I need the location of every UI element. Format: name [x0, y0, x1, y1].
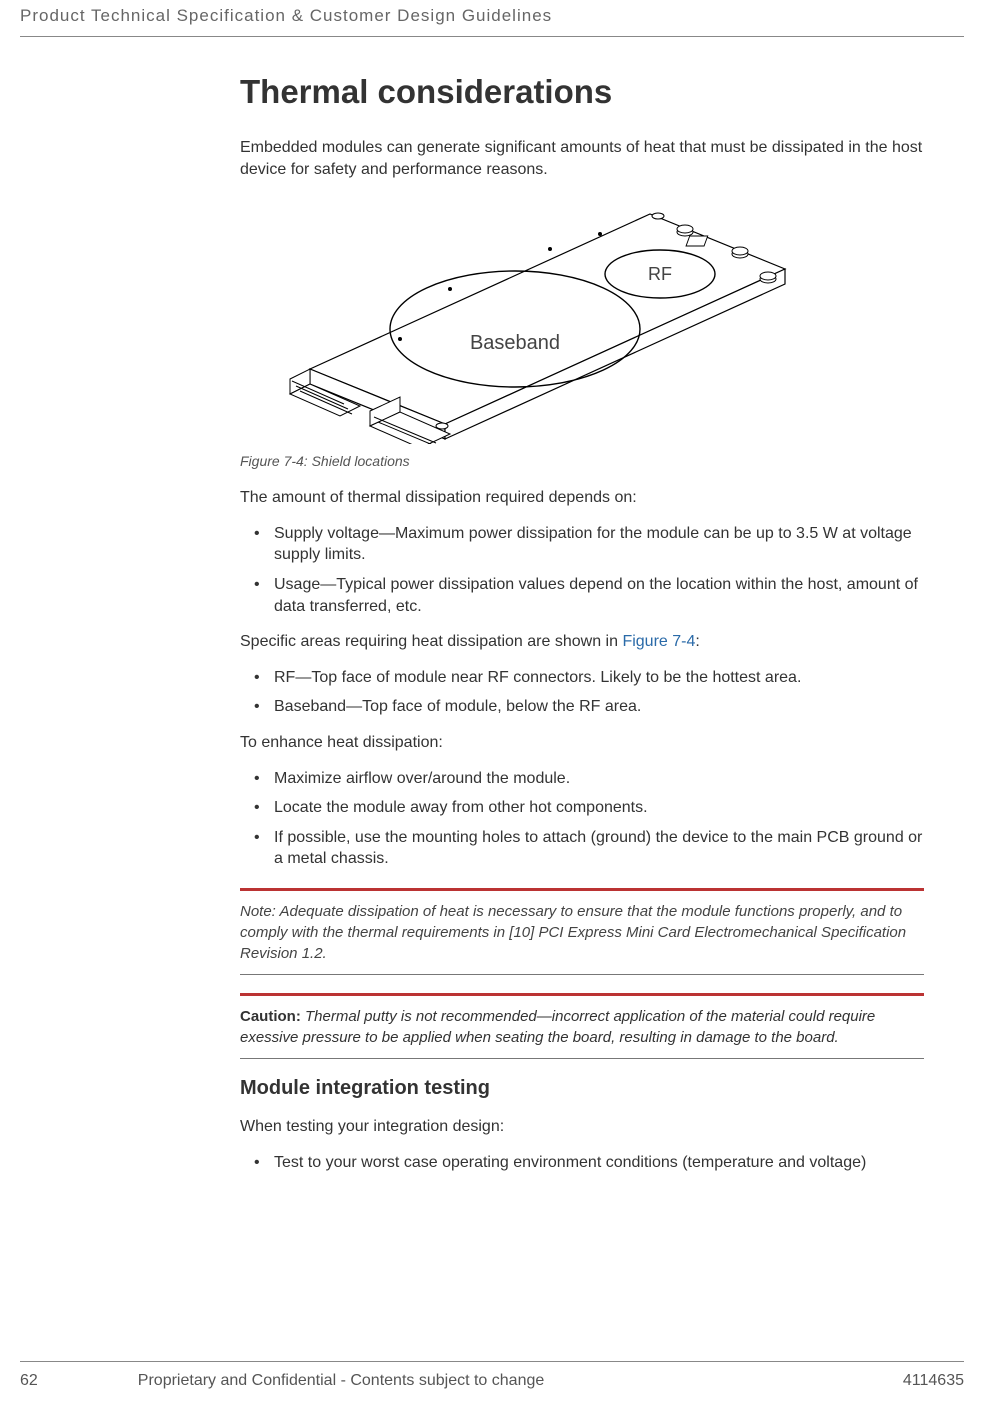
areas-list: RF—Top face of module near RF connectors… — [240, 667, 924, 718]
footer-center-text: Proprietary and Confidential - Contents … — [138, 1372, 903, 1390]
caution-block: Caution: Thermal putty is not recommende… — [240, 1006, 924, 1048]
figure-caption: Figure 7-4: Shield locations — [240, 453, 924, 469]
subsection-list: Test to your worst case operating enviro… — [240, 1152, 924, 1174]
depends-list: Supply voltage—Maximum power dissipation… — [240, 523, 924, 617]
list-item: Baseband—Top face of module, below the R… — [240, 696, 924, 718]
note-label: Note: — [240, 903, 279, 920]
page-footer: 62 Proprietary and Confidential - Conten… — [0, 1361, 984, 1390]
areas-prefix: Specific areas requiring heat dissipatio… — [240, 633, 622, 650]
list-item: If possible, use the mounting holes to a… — [240, 827, 924, 870]
figure-link[interactable]: Figure 7-4 — [622, 633, 695, 650]
page-header: Product Technical Specification & Custom… — [0, 0, 984, 36]
subsection-intro: When testing your integration design: — [240, 1116, 924, 1138]
rf-label: RF — [648, 264, 672, 284]
enhance-list: Maximize airflow over/around the module.… — [240, 768, 924, 870]
depends-intro: The amount of thermal dissipation requir… — [240, 487, 924, 509]
caution-label: Caution: — [240, 1008, 305, 1025]
list-item: Supply voltage—Maximum power dissipation… — [240, 523, 924, 566]
note-block: Note: Adequate dissipation of heat is ne… — [240, 901, 924, 964]
list-item: Usage—Typical power dissipation values d… — [240, 574, 924, 617]
note-top-rule — [240, 888, 924, 891]
list-item: Locate the module away from other hot co… — [240, 797, 924, 819]
page-number: 62 — [20, 1372, 38, 1390]
caution-top-rule — [240, 993, 924, 996]
note-bottom-rule — [240, 974, 924, 975]
areas-intro: Specific areas requiring heat dissipatio… — [240, 631, 924, 653]
header-rule — [20, 36, 964, 37]
caution-bottom-rule — [240, 1058, 924, 1059]
baseband-label: Baseband — [470, 332, 560, 354]
enhance-intro: To enhance heat dissipation: — [240, 732, 924, 754]
list-item: Test to your worst case operating enviro… — [240, 1152, 924, 1174]
doc-number: 4114635 — [903, 1372, 964, 1390]
header-title: Product Technical Specification & Custom… — [20, 6, 552, 25]
section-title: Thermal considerations — [240, 73, 924, 111]
subsection-title: Module integration testing — [240, 1077, 924, 1100]
footer-row: 62 Proprietary and Confidential - Conten… — [20, 1372, 964, 1390]
list-item: RF—Top face of module near RF connectors… — [240, 667, 924, 689]
caution-text: Thermal putty is not recommended—incorre… — [240, 1008, 875, 1046]
footer-rule — [20, 1361, 964, 1362]
note-text: Adequate dissipation of heat is necessar… — [240, 903, 906, 962]
content-area: Thermal considerations Embedded modules … — [240, 73, 924, 1173]
figure-container: RF Baseband Figure 7-4: Shield locations — [240, 194, 924, 469]
areas-suffix: : — [695, 633, 699, 650]
module-diagram: RF Baseband — [240, 194, 810, 444]
list-item: Maximize airflow over/around the module. — [240, 768, 924, 790]
intro-paragraph: Embedded modules can generate significan… — [240, 137, 924, 180]
